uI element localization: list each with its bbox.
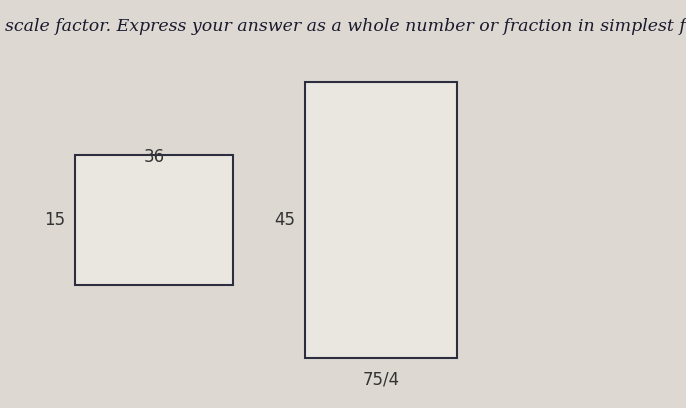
Text: 15: 15 [44,211,65,229]
Text: 75/4: 75/4 [362,370,399,388]
Text: 36: 36 [143,148,165,166]
Text: 45: 45 [274,211,295,229]
Bar [305,82,457,358]
Bar [75,155,233,285]
Text: scale factor. Express your answer as a whole number or fraction in simplest form: scale factor. Express your answer as a w… [5,18,686,35]
